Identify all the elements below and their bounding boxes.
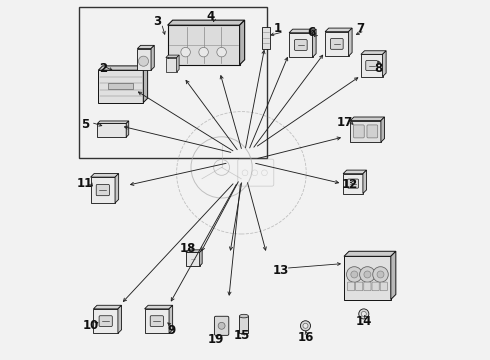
Text: 6: 6 — [308, 26, 316, 39]
Polygon shape — [381, 117, 385, 142]
Polygon shape — [186, 250, 202, 252]
Polygon shape — [344, 251, 396, 256]
Polygon shape — [91, 177, 115, 203]
Polygon shape — [98, 123, 126, 137]
Bar — [108, 84, 133, 89]
Circle shape — [218, 322, 225, 329]
Polygon shape — [325, 28, 352, 32]
Polygon shape — [289, 29, 316, 33]
Circle shape — [377, 271, 384, 278]
Circle shape — [181, 48, 190, 57]
Polygon shape — [289, 33, 313, 57]
Polygon shape — [166, 55, 179, 58]
Polygon shape — [143, 66, 147, 103]
Text: 5: 5 — [81, 118, 89, 131]
Polygon shape — [363, 170, 367, 194]
Text: 16: 16 — [297, 331, 314, 344]
FancyBboxPatch shape — [364, 282, 371, 291]
Circle shape — [373, 267, 388, 282]
Polygon shape — [126, 121, 129, 137]
Text: 14: 14 — [356, 315, 372, 328]
Text: 10: 10 — [83, 319, 99, 332]
Text: 18: 18 — [179, 242, 196, 255]
Polygon shape — [325, 32, 348, 56]
Circle shape — [361, 311, 367, 316]
Bar — [262, 27, 270, 49]
Polygon shape — [350, 117, 385, 121]
Text: 15: 15 — [233, 329, 249, 342]
FancyBboxPatch shape — [347, 179, 359, 188]
FancyBboxPatch shape — [367, 125, 378, 138]
Polygon shape — [137, 45, 154, 49]
Circle shape — [217, 48, 226, 57]
Circle shape — [303, 323, 308, 328]
Polygon shape — [137, 49, 151, 70]
FancyBboxPatch shape — [150, 316, 163, 327]
Text: 3: 3 — [153, 15, 161, 28]
Polygon shape — [94, 309, 118, 333]
Circle shape — [359, 309, 369, 319]
Polygon shape — [344, 256, 391, 300]
Polygon shape — [168, 20, 245, 25]
Circle shape — [351, 271, 358, 278]
Ellipse shape — [240, 314, 248, 318]
FancyBboxPatch shape — [99, 316, 112, 327]
FancyBboxPatch shape — [215, 316, 229, 336]
Polygon shape — [186, 252, 199, 266]
Circle shape — [300, 321, 311, 331]
Circle shape — [360, 267, 375, 282]
FancyBboxPatch shape — [372, 282, 379, 291]
Polygon shape — [169, 305, 172, 333]
Polygon shape — [361, 54, 383, 77]
FancyBboxPatch shape — [380, 282, 388, 291]
Polygon shape — [350, 121, 381, 142]
Polygon shape — [145, 305, 172, 309]
Text: 17: 17 — [337, 116, 353, 129]
FancyBboxPatch shape — [353, 125, 364, 138]
Polygon shape — [166, 58, 176, 72]
Polygon shape — [98, 121, 129, 123]
Text: 7: 7 — [356, 22, 364, 35]
FancyBboxPatch shape — [366, 60, 378, 71]
Polygon shape — [343, 170, 367, 174]
Circle shape — [346, 267, 362, 282]
Circle shape — [199, 48, 208, 57]
FancyBboxPatch shape — [347, 282, 355, 291]
Text: 9: 9 — [167, 324, 175, 337]
Polygon shape — [168, 25, 240, 65]
Polygon shape — [348, 28, 352, 56]
Polygon shape — [98, 66, 147, 70]
FancyBboxPatch shape — [356, 282, 363, 291]
Polygon shape — [240, 20, 245, 65]
Text: 1: 1 — [273, 22, 281, 35]
Text: 19: 19 — [207, 333, 223, 346]
Polygon shape — [145, 309, 169, 333]
FancyBboxPatch shape — [96, 184, 109, 196]
Circle shape — [364, 271, 371, 278]
Polygon shape — [383, 51, 386, 77]
Text: 2: 2 — [99, 62, 107, 75]
Text: 8: 8 — [374, 62, 382, 75]
Text: 11: 11 — [76, 177, 93, 190]
Polygon shape — [361, 51, 386, 54]
FancyBboxPatch shape — [330, 39, 343, 49]
Polygon shape — [151, 45, 154, 70]
Polygon shape — [343, 174, 363, 194]
Bar — [79, 7, 267, 158]
Circle shape — [139, 56, 148, 66]
Polygon shape — [115, 174, 119, 203]
Polygon shape — [91, 174, 119, 177]
Polygon shape — [176, 55, 179, 72]
Bar — [240, 316, 248, 333]
Polygon shape — [391, 251, 396, 300]
Text: 13: 13 — [273, 264, 289, 277]
Polygon shape — [313, 29, 316, 57]
FancyBboxPatch shape — [294, 40, 307, 50]
Polygon shape — [98, 70, 143, 103]
Polygon shape — [199, 250, 202, 266]
Text: 4: 4 — [207, 10, 215, 23]
Polygon shape — [118, 305, 122, 333]
Polygon shape — [94, 305, 122, 309]
Text: 12: 12 — [341, 178, 358, 191]
